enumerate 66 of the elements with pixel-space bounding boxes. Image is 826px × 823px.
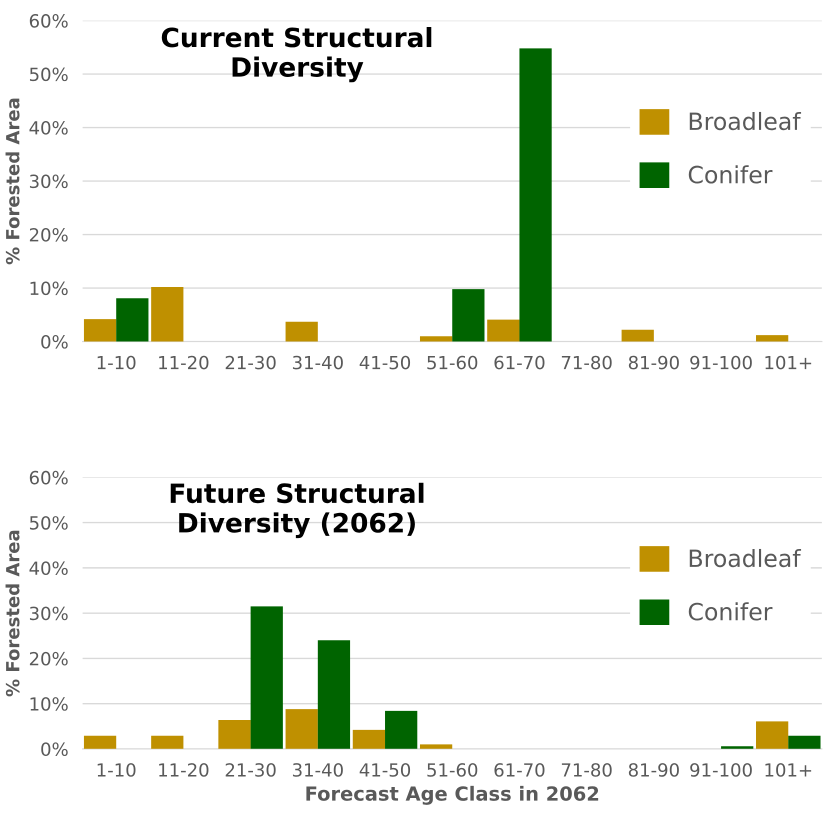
bar [420, 336, 452, 342]
x-tick-label: 81-90 [628, 763, 679, 777]
x-tick-label: 1-10 [98, 356, 136, 370]
y-axis-title: % Forested Area [6, 530, 20, 696]
y-tick-label: 40% [29, 121, 68, 135]
bar [84, 736, 116, 749]
x-tick-label: 61-70 [494, 763, 544, 777]
x-tick-label: 71-80 [562, 763, 612, 777]
bar [286, 709, 318, 749]
x-tick-label: 31-40 [292, 356, 343, 370]
y-tick-label: 0% [41, 742, 68, 756]
x-tick-label: 1-10 [98, 763, 136, 777]
bar [756, 335, 788, 342]
bar [352, 730, 386, 749]
bar [452, 289, 484, 342]
text: Future Structural Diversity (2062) [170, 482, 424, 538]
x-tick-label: 21-30 [226, 763, 276, 777]
bar [721, 746, 754, 749]
x-tick-label: 31-40 [292, 763, 343, 777]
bar [151, 736, 184, 749]
x-tick-label: 61-70 [494, 356, 544, 370]
bar [318, 640, 350, 749]
y-tick-label: 20% [30, 652, 68, 666]
legend-label: Conifer [688, 602, 772, 621]
x-tick-label: 21-30 [226, 356, 276, 370]
y-tick-label: 60% [30, 14, 68, 28]
bar [218, 720, 251, 749]
y-tick-label: 40% [29, 561, 68, 575]
bar [519, 48, 552, 342]
legend-label: Conifer [688, 165, 772, 184]
x-tick-label: 51-60 [427, 356, 478, 370]
bar [487, 320, 520, 342]
x-tick-label: 101+ [765, 356, 812, 370]
y-tick-label: 30% [30, 174, 68, 188]
y-tick-label: 60% [30, 470, 68, 484]
x-axis-title: Forecast Age Class in 2062 [306, 786, 598, 805]
bar [385, 710, 418, 749]
x-tick-label: 51-60 [427, 763, 478, 777]
x-tick-label: 41-50 [360, 356, 410, 370]
y-axis-title: % Forested Area [6, 98, 20, 264]
x-tick-label: 71-80 [562, 356, 612, 370]
legend-label: Broadleaf [690, 548, 802, 568]
legend-label: Broadleaf [690, 112, 802, 130]
x-tick-label: 11-20 [159, 356, 208, 370]
x-tick-label: 91-100 [690, 763, 752, 777]
x-tick-label: 101+ [765, 763, 812, 777]
bar [622, 330, 654, 342]
bar [250, 606, 283, 749]
y-tick-label: 50% [30, 68, 68, 82]
bar [151, 286, 184, 342]
bar [84, 319, 116, 342]
y-tick-label: 10% [30, 282, 68, 296]
y-tick-label: 20% [30, 228, 68, 242]
bar [286, 322, 318, 342]
x-tick-label: 41-50 [360, 763, 410, 777]
y-tick-label: 0% [41, 335, 68, 349]
text: Current Structural Diversity [162, 26, 432, 82]
bar [116, 298, 148, 342]
x-tick-label: 91-100 [690, 356, 752, 370]
bar [788, 736, 821, 749]
y-tick-label: 30% [30, 606, 68, 620]
x-tick-label: 11-20 [159, 763, 208, 777]
y-tick-label: 10% [30, 697, 68, 711]
x-tick-label: 81-90 [628, 356, 679, 370]
y-tick-label: 50% [30, 516, 68, 530]
bar [756, 721, 788, 749]
